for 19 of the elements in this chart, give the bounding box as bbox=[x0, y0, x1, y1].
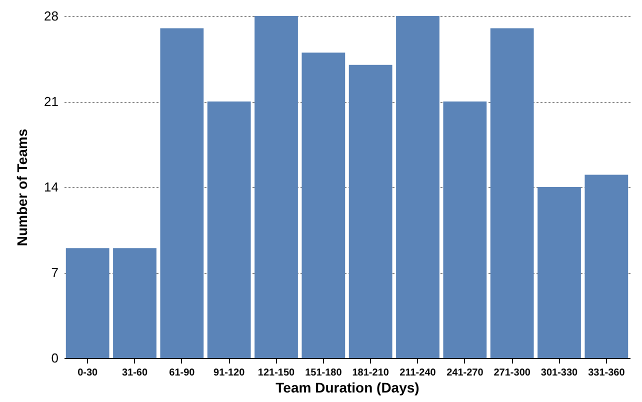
x-tick-label: 211-240 bbox=[400, 368, 436, 378]
x-tick-label: 0-30 bbox=[78, 368, 98, 378]
y-tick-label: 7 bbox=[51, 265, 58, 280]
x-tick-label: 301-330 bbox=[540, 368, 578, 378]
x-tick-label: 331-360 bbox=[588, 368, 626, 378]
x-axis-title: Team Duration (Days) bbox=[276, 380, 420, 396]
x-tick-label: 271-300 bbox=[494, 368, 531, 378]
x-tick-label: 181-210 bbox=[352, 368, 390, 378]
x-tick-label: 241-270 bbox=[446, 368, 484, 378]
y-tick-label: 21 bbox=[44, 94, 58, 109]
y-tick-label: 28 bbox=[44, 8, 58, 24]
x-tick-label: 121-150 bbox=[258, 368, 296, 378]
x-tick-label: 151-180 bbox=[305, 368, 342, 378]
x-tick-label: 31-60 bbox=[122, 368, 148, 378]
y-tick-label: 0 bbox=[51, 350, 58, 366]
x-tick-label: 91-120 bbox=[214, 368, 246, 378]
x-tick-label: 61-90 bbox=[169, 368, 196, 378]
y-axis-title: Number of Teams bbox=[14, 128, 30, 246]
y-tick-label: 14 bbox=[44, 180, 58, 194]
